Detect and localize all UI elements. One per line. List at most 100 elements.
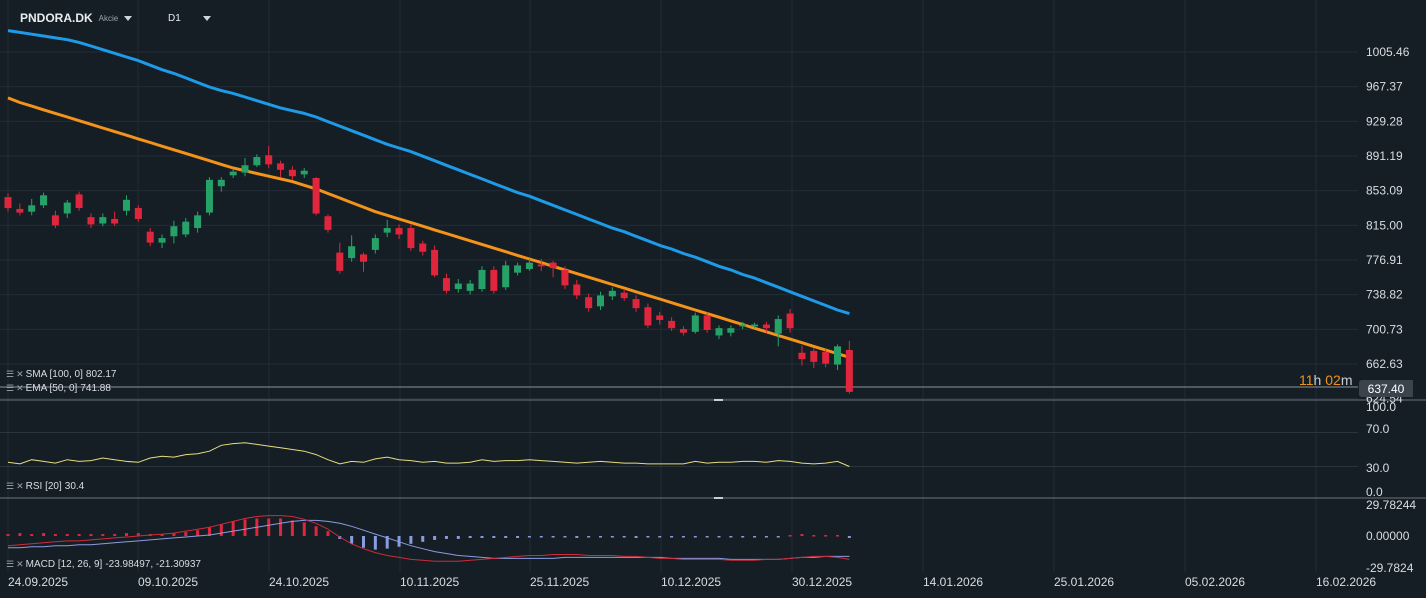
candle-down — [561, 269, 569, 286]
close-icon[interactable]: ✕ — [16, 559, 23, 569]
macd-histogram-bar — [776, 536, 780, 538]
macd-histogram-bar — [646, 536, 650, 538]
macd-histogram-bar — [587, 536, 591, 538]
macd-histogram-bar — [847, 536, 851, 538]
macd-signal-line — [8, 519, 850, 560]
candle-down — [395, 228, 403, 235]
candle-down — [762, 324, 770, 329]
candle-down — [312, 178, 320, 214]
price-tick-label: 776.91 — [1366, 253, 1403, 267]
symbol-selector[interactable]: PNDORA.DK Akcie — [20, 9, 133, 27]
candle-up — [383, 228, 391, 233]
close-icon[interactable]: ✕ — [16, 369, 23, 379]
candle-down — [324, 216, 332, 230]
macd-histogram-bar — [350, 536, 354, 544]
candle-down — [407, 228, 415, 249]
macd-label: MACD [12, 26, 9] — [25, 559, 103, 570]
candle-down — [431, 249, 439, 276]
rsi-value: 30.4 — [64, 481, 85, 492]
candle-down — [549, 262, 557, 269]
macd-histogram-bar — [53, 534, 57, 536]
timeframe-selector[interactable]: D1 — [168, 9, 211, 27]
macd-histogram-bar — [753, 536, 757, 538]
candle-down — [703, 315, 711, 330]
macd-histogram-bar — [101, 534, 105, 536]
macd-histogram-bar — [409, 536, 413, 544]
macd-histogram-bar — [6, 534, 10, 536]
candles — [4, 146, 853, 394]
macd-tick-label: 29.78244 — [1366, 498, 1416, 512]
macd-histogram-bar — [622, 536, 626, 538]
candle-down — [134, 208, 142, 219]
candle-down — [265, 155, 273, 165]
candle-down — [146, 231, 154, 243]
macd-histogram-bar — [279, 518, 283, 536]
macd-histogram-bar — [172, 533, 176, 536]
sma-line — [7, 29, 850, 316]
pane-resize-handle — [714, 497, 723, 499]
candle-down — [442, 278, 450, 291]
candle-down — [75, 194, 83, 209]
candle-up — [123, 199, 130, 211]
macd-histogram-bar — [373, 536, 377, 550]
rsi-tick-label: 70.0 — [1366, 422, 1390, 436]
macd-histogram-bar — [42, 533, 46, 536]
macd-histogram-bar — [824, 535, 828, 537]
candle-down — [4, 197, 12, 209]
rsi-tick-label: 30.0 — [1366, 461, 1390, 475]
macd-histogram-bar — [433, 536, 437, 540]
macd-histogram-bar — [788, 535, 792, 537]
macd-histogram-bar — [599, 536, 602, 538]
candle-up — [514, 265, 522, 273]
candle-down — [644, 307, 652, 326]
macd-histogram-bar — [539, 536, 543, 538]
close-icon[interactable]: ✕ — [16, 481, 23, 491]
date-tick-label: 25.11.2025 — [530, 575, 589, 589]
macd-histogram-bar — [113, 534, 117, 536]
macd-histogram-bar — [196, 530, 200, 536]
rsi-legend: ☰ ✕ RSI [20] 30.4 — [6, 481, 84, 492]
candle-up — [466, 283, 474, 291]
candle-up — [371, 238, 379, 250]
price-tick-label: 929.28 — [1366, 114, 1403, 128]
rsi-label: RSI [20] — [25, 481, 62, 492]
rsi-line — [7, 442, 850, 467]
macd-histogram-bar — [717, 536, 721, 538]
date-tick-label: 14.01.2026 — [923, 575, 983, 589]
candle-up — [28, 205, 36, 212]
candle-down — [87, 217, 95, 225]
settings-icon[interactable]: ☰ — [6, 559, 14, 569]
candle-up — [182, 221, 190, 235]
candle-up — [217, 179, 225, 187]
candle-up — [229, 171, 237, 176]
macd-histogram-bar — [385, 536, 389, 549]
sma-value: 802.17 — [85, 369, 117, 380]
macd-histogram-bar — [812, 535, 816, 537]
settings-icon[interactable]: ☰ — [6, 383, 14, 393]
candle-up — [751, 324, 759, 327]
settings-icon[interactable]: ☰ — [6, 481, 14, 491]
current-price-tag: 637.40 — [1359, 380, 1413, 397]
settings-icon[interactable]: ☰ — [6, 369, 14, 379]
macd-histogram-bar — [302, 522, 306, 536]
macd-histogram-bar — [658, 536, 662, 538]
macd-histogram-bar — [77, 534, 81, 536]
macd-tick-label: 0.00000 — [1366, 529, 1410, 543]
candle-up — [478, 269, 486, 290]
macd-histogram-bar — [267, 518, 271, 536]
asset-type: Akcie — [98, 13, 119, 23]
macd-histogram-bar — [89, 534, 93, 536]
date-tick-label: 10.12.2025 — [661, 575, 721, 589]
price-tick-label: 853.09 — [1366, 184, 1403, 198]
macd-line — [7, 515, 850, 562]
candle-down — [51, 215, 59, 226]
macd-histogram-bar — [492, 536, 496, 538]
candle-down — [277, 163, 285, 170]
close-icon[interactable]: ✕ — [16, 383, 23, 393]
candle-down — [810, 350, 818, 362]
candle-up — [158, 238, 166, 243]
candle-down — [786, 313, 794, 329]
macd-histogram-bar — [184, 532, 188, 536]
candle-down — [419, 243, 427, 252]
